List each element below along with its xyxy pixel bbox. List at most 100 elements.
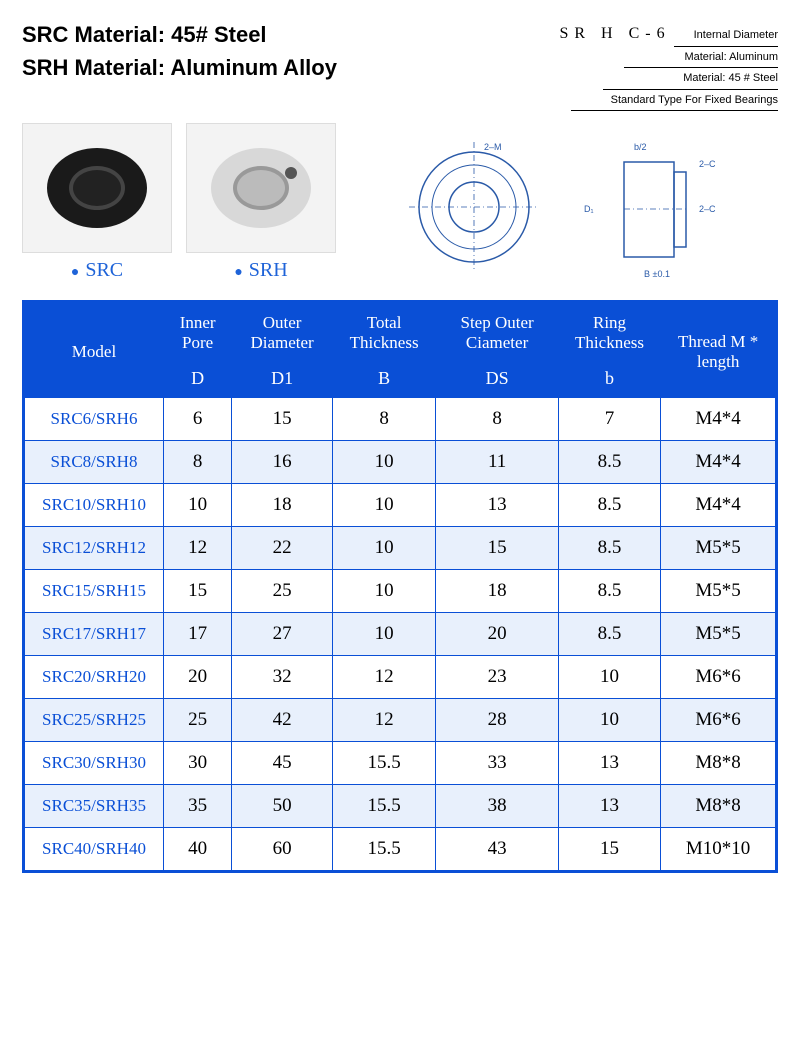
sym-step: DS: [436, 360, 558, 398]
cell-d1: 50: [232, 785, 333, 828]
cell-ds: 38: [436, 785, 558, 828]
table-header: Model Inner Pore Outer Diameter Total Th…: [24, 302, 777, 398]
cell-model: SRC8/SRH8: [24, 441, 164, 484]
cell-b: 15.5: [332, 828, 435, 872]
cell-rb: 15: [558, 828, 660, 872]
srh-image: [186, 123, 336, 253]
src-label: ●SRC: [71, 259, 123, 282]
svg-text:B ±0.1: B ±0.1: [644, 269, 670, 279]
cell-thread: M4*4: [661, 484, 777, 527]
cell-thread: M5*5: [661, 570, 777, 613]
cell-rb: 8.5: [558, 613, 660, 656]
table-body: SRC6/SRH6615887M4*4SRC8/SRH881610118.5M4…: [24, 398, 777, 872]
table-row: SRC40/SRH40406015.54315M10*10: [24, 828, 777, 872]
cell-d: 30: [164, 742, 232, 785]
cell-model: SRC10/SRH10: [24, 484, 164, 527]
col-outer: Outer Diameter: [232, 302, 333, 360]
svg-text:D₁: D₁: [584, 204, 594, 214]
cell-d1: 18: [232, 484, 333, 527]
cell-d1: 42: [232, 699, 333, 742]
table-row: SRC20/SRH202032122310M6*6: [24, 656, 777, 699]
cell-ds: 15: [436, 527, 558, 570]
cell-rb: 13: [558, 785, 660, 828]
sym-inner: D: [164, 360, 232, 398]
src-product: ●SRC: [22, 123, 172, 282]
cell-b: 10: [332, 484, 435, 527]
svg-text:2–C: 2–C: [699, 159, 716, 169]
page-wrap: SRC Material: 45# Steel SRH Material: Al…: [0, 0, 800, 891]
cell-d1: 60: [232, 828, 333, 872]
cell-ds: 11: [436, 441, 558, 484]
cell-d1: 25: [232, 570, 333, 613]
cell-thread: M8*8: [661, 742, 777, 785]
cell-b: 8: [332, 398, 435, 441]
table-row: SRC15/SRH15152510188.5M5*5: [24, 570, 777, 613]
cell-thread: M6*6: [661, 656, 777, 699]
cell-thread: M5*5: [661, 613, 777, 656]
cell-d: 17: [164, 613, 232, 656]
cell-d1: 32: [232, 656, 333, 699]
table-row: SRC12/SRH12122210158.5M5*5: [24, 527, 777, 570]
sym-total: B: [332, 360, 435, 398]
cell-d: 20: [164, 656, 232, 699]
table-row: SRC17/SRH17172710208.5M5*5: [24, 613, 777, 656]
srh-product: ●SRH: [186, 123, 336, 282]
cell-model: SRC40/SRH40: [24, 828, 164, 872]
code-line-2: Material: 45 # Steel: [603, 70, 778, 90]
cell-d1: 15: [232, 398, 333, 441]
cell-ds: 13: [436, 484, 558, 527]
cell-b: 10: [332, 613, 435, 656]
cell-model: SRC30/SRH30: [24, 742, 164, 785]
table-row: SRC30/SRH30304515.53313M8*8: [24, 742, 777, 785]
svg-text:b/2: b/2: [634, 142, 647, 152]
cell-thread: M10*10: [661, 828, 777, 872]
cell-d1: 22: [232, 527, 333, 570]
product-images-row: ●SRC ●SRH 2–M: [22, 123, 778, 282]
cell-ds: 18: [436, 570, 558, 613]
cell-d1: 16: [232, 441, 333, 484]
cell-b: 10: [332, 570, 435, 613]
cell-rb: 8.5: [558, 527, 660, 570]
col-total: Total Thickness: [332, 302, 435, 360]
cell-d: 15: [164, 570, 232, 613]
cell-d1: 45: [232, 742, 333, 785]
cell-d: 12: [164, 527, 232, 570]
cell-ds: 43: [436, 828, 558, 872]
cell-ds: 20: [436, 613, 558, 656]
cell-rb: 8.5: [558, 484, 660, 527]
col-step: Step Outer Ciameter: [436, 302, 558, 360]
cell-ds: 23: [436, 656, 558, 699]
material-info: SRC Material: 45# Steel SRH Material: Al…: [22, 18, 337, 113]
src-material: SRC Material: 45# Steel: [22, 18, 337, 51]
cell-rb: 8.5: [558, 570, 660, 613]
cell-d: 10: [164, 484, 232, 527]
cell-model: SRC15/SRH15: [24, 570, 164, 613]
cell-rb: 8.5: [558, 441, 660, 484]
cell-thread: M4*4: [661, 398, 777, 441]
col-model: Model: [24, 302, 164, 398]
table-row: SRC10/SRH10101810138.5M4*4: [24, 484, 777, 527]
col-thread: Thread M * length: [661, 302, 777, 398]
cell-ds: 28: [436, 699, 558, 742]
cell-b: 15.5: [332, 785, 435, 828]
cell-model: SRC35/SRH35: [24, 785, 164, 828]
cell-b: 12: [332, 699, 435, 742]
cell-rb: 7: [558, 398, 660, 441]
cell-ds: 33: [436, 742, 558, 785]
technical-drawing: 2–M 2–C 2–C b/2 D₁ B ±0.1: [350, 132, 778, 282]
col-inner: Inner Pore: [164, 302, 232, 360]
table-row: SRC35/SRH35355015.53813M8*8: [24, 785, 777, 828]
cell-d: 25: [164, 699, 232, 742]
part-code-diagram: SR H C-6 Internal Diameter Material: Alu…: [559, 18, 778, 113]
code-line-3: Standard Type For Fixed Bearings: [571, 92, 778, 112]
table-row: SRC25/SRH252542122810M6*6: [24, 699, 777, 742]
srh-label: ●SRH: [234, 259, 287, 282]
cell-rb: 13: [558, 742, 660, 785]
cell-b: 10: [332, 527, 435, 570]
spec-table: Model Inner Pore Outer Diameter Total Th…: [22, 300, 778, 873]
code-line-1: Material: Aluminum: [624, 49, 778, 69]
cell-thread: M6*6: [661, 699, 777, 742]
svg-text:2–C: 2–C: [699, 204, 716, 214]
cell-rb: 10: [558, 656, 660, 699]
cell-b: 10: [332, 441, 435, 484]
